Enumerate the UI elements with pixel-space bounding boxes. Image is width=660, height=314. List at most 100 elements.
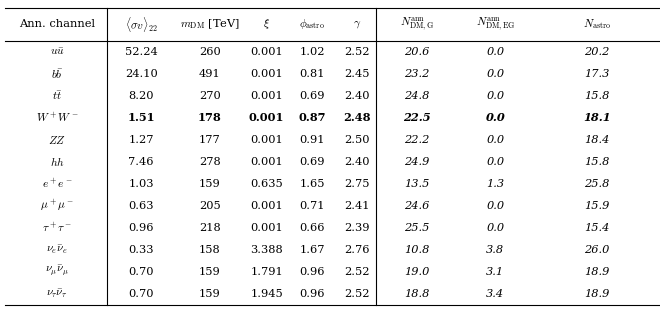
Text: 177: 177 [199,135,220,145]
Text: 1.02: 1.02 [299,47,325,57]
Text: 159: 159 [199,289,220,299]
Text: 2.41: 2.41 [345,201,370,211]
Text: 0.66: 0.66 [299,223,325,233]
Text: $e^+e^-$: $e^+e^-$ [42,177,72,191]
Text: 8.20: 8.20 [129,91,154,101]
Text: 19.0: 19.0 [404,267,430,277]
Text: 20.2: 20.2 [584,47,609,57]
Text: 13.5: 13.5 [404,179,430,189]
Text: 0.0: 0.0 [486,201,504,211]
Text: $ZZ$: $ZZ$ [48,134,66,146]
Text: $\mu^+\mu^-$: $\mu^+\mu^-$ [40,198,74,214]
Text: 178: 178 [198,112,222,123]
Text: 205: 205 [199,201,220,211]
Text: 0.81: 0.81 [299,69,325,79]
Text: $u\bar{u}$: $u\bar{u}$ [50,46,64,57]
Text: $\tau^+\tau^-$: $\tau^+\tau^-$ [42,221,72,235]
Text: $\nu_\tau\bar{\nu}_\tau$: $\nu_\tau\bar{\nu}_\tau$ [46,287,68,300]
Text: $\nu_e\bar{\nu}_e$: $\nu_e\bar{\nu}_e$ [46,243,68,256]
Text: 22.5: 22.5 [403,112,431,123]
Text: 24.10: 24.10 [125,69,158,79]
Text: 1.3: 1.3 [486,179,504,189]
Text: 17.3: 17.3 [584,69,609,79]
Text: $\nu_\mu\bar{\nu}_\mu$: $\nu_\mu\bar{\nu}_\mu$ [45,264,69,279]
Text: 0.96: 0.96 [129,223,154,233]
Text: 20.6: 20.6 [404,47,430,57]
Text: 22.2: 22.2 [404,135,430,145]
Text: 2.45: 2.45 [345,69,370,79]
Text: 0.001: 0.001 [250,157,283,167]
Text: 0.0: 0.0 [486,69,504,79]
Text: 52.24: 52.24 [125,47,158,57]
Text: 0.69: 0.69 [299,91,325,101]
Text: 158: 158 [199,245,220,255]
Text: 260: 260 [199,47,220,57]
Text: 0.001: 0.001 [250,47,283,57]
Text: 0.0: 0.0 [486,135,504,145]
Text: 18.4: 18.4 [584,135,609,145]
Text: 0.63: 0.63 [129,201,154,211]
Text: 1.27: 1.27 [129,135,154,145]
Text: 15.4: 15.4 [584,223,609,233]
Text: 0.96: 0.96 [299,289,325,299]
Text: 3.1: 3.1 [486,267,504,277]
Text: 0.0: 0.0 [486,112,505,123]
Text: 7.46: 7.46 [129,157,154,167]
Text: 1.51: 1.51 [127,112,155,123]
Text: $N^{\rm ann}_{\rm DM,G}$: $N^{\rm ann}_{\rm DM,G}$ [400,16,434,33]
Text: 25.5: 25.5 [404,223,430,233]
Text: 0.635: 0.635 [250,179,283,189]
Text: 2.50: 2.50 [345,135,370,145]
Text: 0.69: 0.69 [299,157,325,167]
Text: 218: 218 [199,223,220,233]
Text: $W^+W^-$: $W^+W^-$ [36,111,79,125]
Text: $hh$: $hh$ [50,155,64,168]
Text: 25.8: 25.8 [584,179,609,189]
Text: 159: 159 [199,267,220,277]
Text: 0.001: 0.001 [249,112,284,123]
Text: $m_{\rm DM}$ [TeV]: $m_{\rm DM}$ [TeV] [180,17,240,31]
Text: 24.8: 24.8 [404,91,430,101]
Text: $\xi$: $\xi$ [263,17,270,31]
Text: 0.0: 0.0 [486,223,504,233]
Text: 24.9: 24.9 [404,157,430,167]
Text: 1.945: 1.945 [250,289,283,299]
Text: 3.388: 3.388 [250,245,283,255]
Text: Ann. channel: Ann. channel [19,19,95,29]
Text: 2.40: 2.40 [345,91,370,101]
Text: 2.48: 2.48 [343,112,371,123]
Text: 0.91: 0.91 [299,135,325,145]
Text: 26.0: 26.0 [584,245,609,255]
Text: 1.65: 1.65 [299,179,325,189]
Text: 15.9: 15.9 [584,201,609,211]
Text: 0.70: 0.70 [129,289,154,299]
Text: 491: 491 [199,69,220,79]
Text: 18.9: 18.9 [584,267,609,277]
Text: 0.87: 0.87 [298,112,326,123]
Text: $b\bar{b}$: $b\bar{b}$ [51,67,63,81]
Text: 0.0: 0.0 [486,91,504,101]
Text: $\phi_{\rm astro}$: $\phi_{\rm astro}$ [299,17,325,31]
Text: $N^{\rm ann}_{\rm DM,EG}$: $N^{\rm ann}_{\rm DM,EG}$ [476,16,515,33]
Text: 2.75: 2.75 [345,179,370,189]
Text: 0.001: 0.001 [250,201,283,211]
Text: 15.8: 15.8 [584,91,609,101]
Text: 2.40: 2.40 [345,157,370,167]
Text: 0.0: 0.0 [486,157,504,167]
Text: $\langle\sigma v\rangle_{22}$: $\langle\sigma v\rangle_{22}$ [125,15,158,34]
Text: 1.03: 1.03 [129,179,154,189]
Text: 18.1: 18.1 [583,112,610,123]
Text: 18.9: 18.9 [584,289,609,299]
Text: 24.6: 24.6 [404,201,430,211]
Text: $N_{\rm astro}$: $N_{\rm astro}$ [583,17,610,31]
Text: 2.52: 2.52 [345,267,370,277]
Text: 2.76: 2.76 [345,245,370,255]
Text: $t\bar{t}$: $t\bar{t}$ [51,89,62,102]
Text: 270: 270 [199,91,220,101]
Text: 0.96: 0.96 [299,267,325,277]
Text: 2.52: 2.52 [345,289,370,299]
Text: 2.52: 2.52 [345,47,370,57]
Text: 0.001: 0.001 [250,69,283,79]
Text: 18.8: 18.8 [404,289,430,299]
Text: 2.39: 2.39 [345,223,370,233]
